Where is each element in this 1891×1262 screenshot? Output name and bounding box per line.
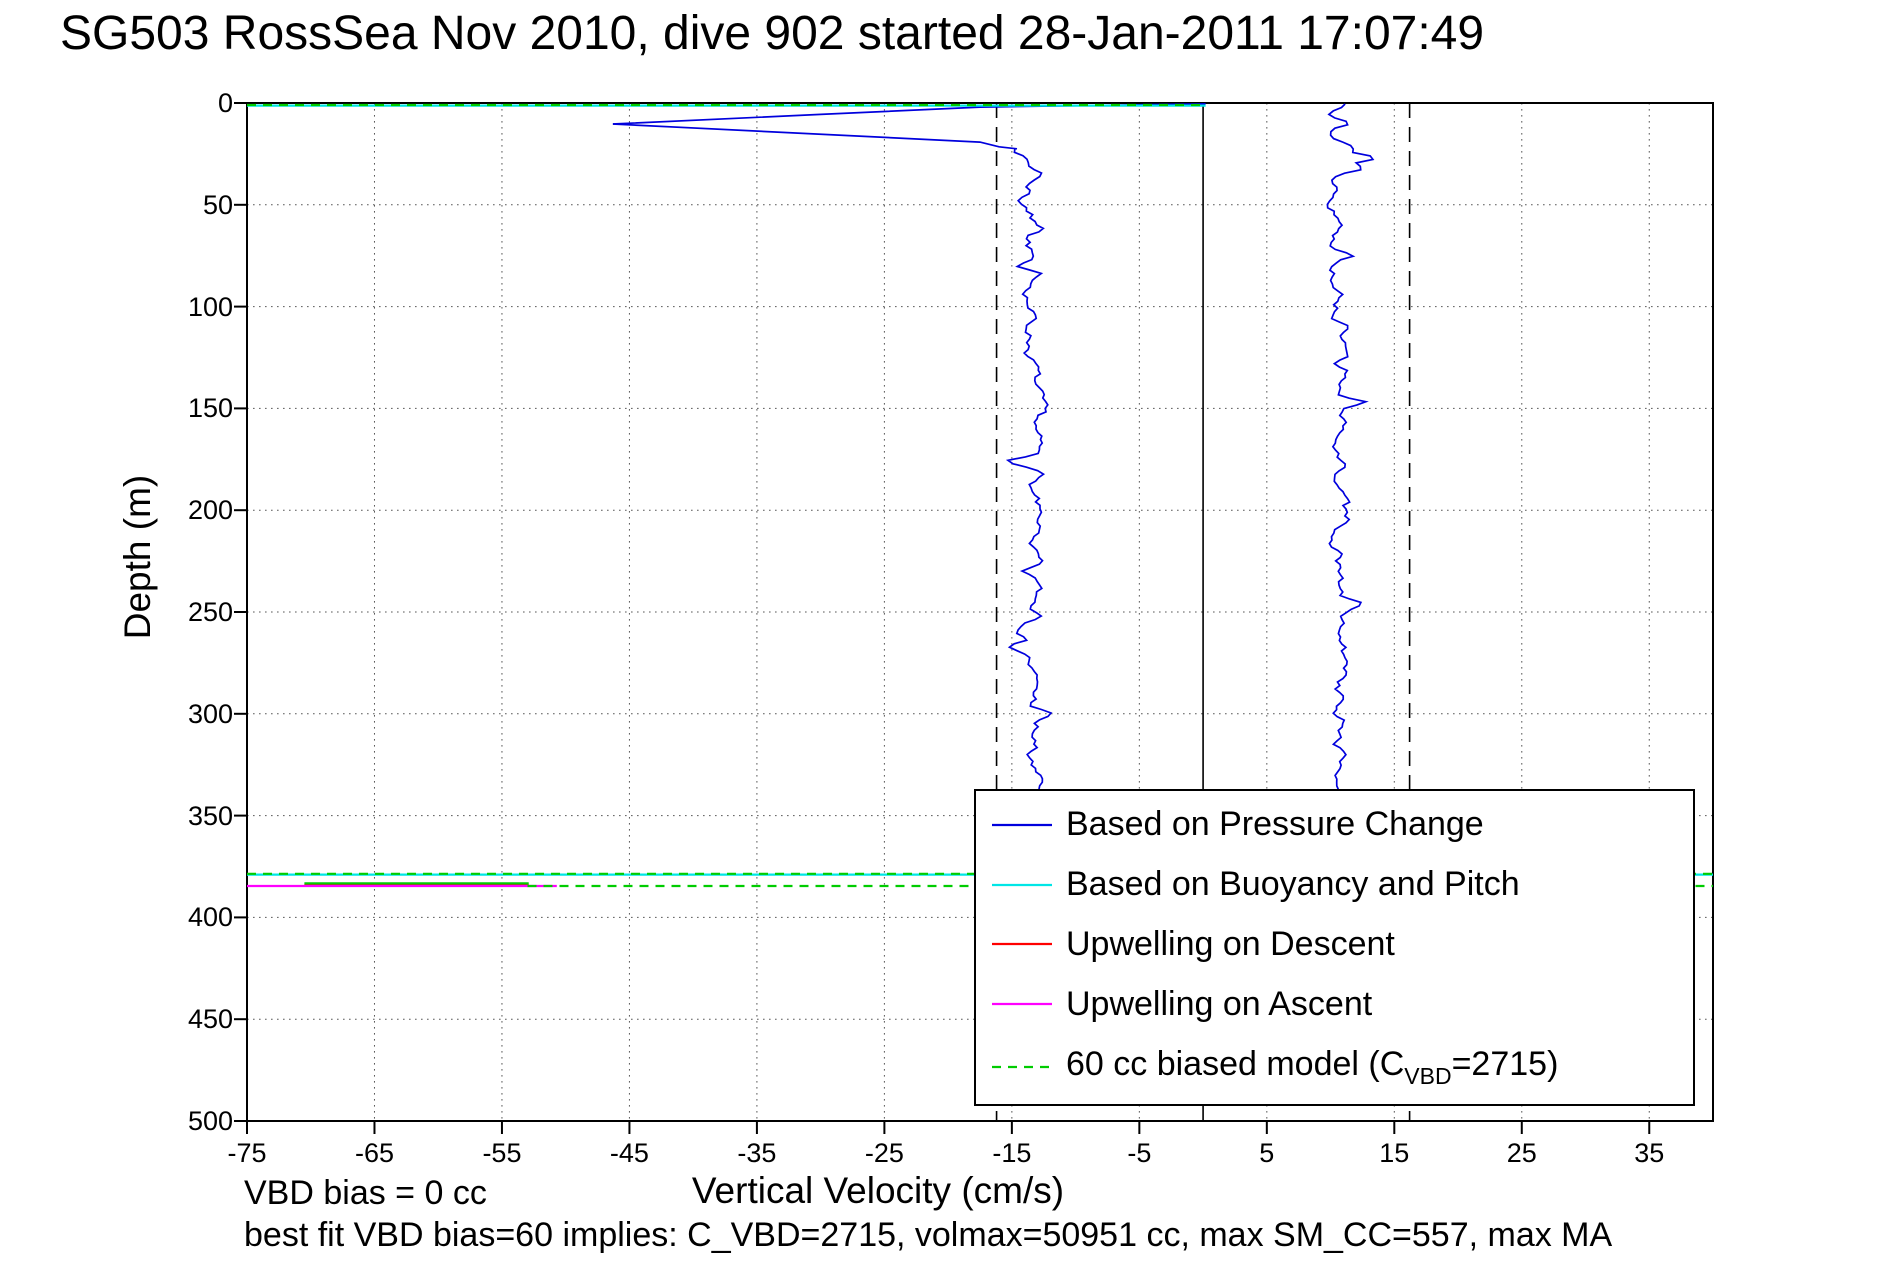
x-tick-label: 25 [1506,1138,1537,1168]
y-tick-label: 350 [187,800,233,831]
x-tick-label: -65 [354,1138,394,1168]
legend-label: Based on Pressure Change [1066,805,1484,844]
y-tick-label: 300 [187,698,233,729]
vbd-bias-note: VBD bias = 0 cc [244,1174,487,1212]
legend-item-upwelling-ascent: Upwelling on Ascent [976,985,1693,1024]
legend: Based on Pressure Change Based on Buoyan… [974,789,1695,1106]
legend-label: 60 cc biased model (CVBD=2715) [1066,1044,1559,1089]
x-axis-label: Vertical Velocity (cm/s) [691,1170,1065,1211]
legend-line-sample [992,943,1052,946]
legend-item-biased-model: 60 cc biased model (CVBD=2715) [976,1045,1693,1090]
legend-item-buoyancy-pitch: Based on Buoyancy and Pitch [976,865,1693,904]
legend-label: Upwelling on Descent [1066,924,1395,963]
y-tick-label: 250 [187,597,233,627]
x-tick-label: -15 [992,1138,1032,1168]
y-tick-label: 50 [202,189,233,220]
x-tick-label: 35 [1634,1138,1665,1168]
x-tick-label: -75 [227,1138,267,1168]
best-fit-note: best fit VBD bias=60 implies: C_VBD=2715… [244,1216,1613,1254]
x-tick-label: 15 [1379,1138,1410,1168]
x-tick-label: -5 [1127,1138,1152,1168]
legend-line-sample [992,1065,1052,1069]
legend-label-subscript: VBD [1404,1062,1452,1089]
y-tick-label: 100 [187,291,233,322]
legend-line-sample [992,823,1052,826]
legend-line-sample [992,883,1052,886]
legend-line-sample [992,1003,1052,1006]
y-tick-label: 200 [187,495,233,526]
y-axis-label: Depth (m) [117,474,158,640]
y-tick-label: 450 [187,1004,233,1035]
x-tick-label: -35 [737,1138,777,1168]
y-tick-label: 0 [217,88,233,118]
legend-item-pressure-change: Based on Pressure Change [976,805,1693,844]
legend-item-upwelling-descent: Upwelling on Descent [976,925,1693,964]
legend-label: Based on Buoyancy and Pitch [1066,865,1520,904]
x-tick-label: -45 [609,1138,649,1168]
y-tick-label: 400 [187,902,233,933]
legend-label: Upwelling on Ascent [1066,984,1373,1023]
y-tick-label: 150 [187,393,233,424]
figure-title: SG503 RossSea Nov 2010, dive 902 started… [60,7,1485,60]
y-tick-label: 500 [187,1106,233,1136]
x-tick-label: -55 [482,1138,522,1168]
x-tick-label: 5 [1259,1138,1275,1168]
x-tick-label: -25 [864,1138,904,1168]
